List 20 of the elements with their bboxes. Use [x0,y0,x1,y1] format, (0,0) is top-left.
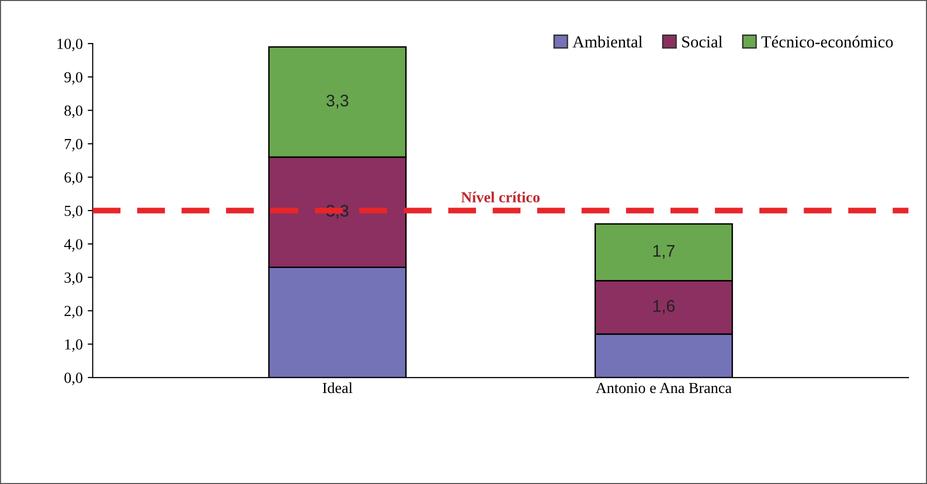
y-tick-label: 9,0 [64,72,82,85]
y-tick-label: 1,0 [65,339,82,352]
y-tick-label: 4,0 [64,239,82,252]
data-label: 1,7 [653,245,674,259]
y-tick-label: 10,0 [58,38,82,52]
y-tick-label: 2,0 [64,306,82,318]
y-tick-label: 0,0 [64,372,82,386]
y-tick-label: 5,0 [64,206,82,218]
y-tick-label: 6,0 [64,172,82,185]
ref-line-label: Nível crítico [461,192,540,202]
legend-label: Ambiental [572,36,642,48]
data-label: 3,3 [326,94,348,108]
y-tick-label: 3,0 [64,272,82,285]
y-tick-label: 8,0 [64,105,82,118]
x-tick-label: Ideal [322,382,352,394]
data-label: 1,6 [653,300,675,314]
legend-label: Técnico-económico [761,36,893,48]
legend-label: Social [682,36,722,48]
y-tick-label: 7,0 [64,138,82,152]
x-tick-label: Antonio e Ana Branca [596,382,732,394]
